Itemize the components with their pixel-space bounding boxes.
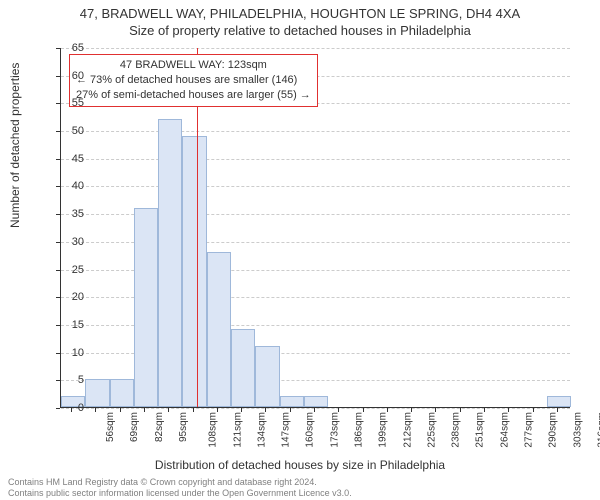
y-tick-mark (56, 270, 60, 271)
x-tick-label: 225sqm (427, 412, 438, 448)
y-tick-mark (56, 48, 60, 49)
x-tick-label: 173sqm (329, 412, 340, 448)
x-tick-label: 56sqm (105, 412, 116, 442)
grid-line (61, 186, 570, 187)
x-tick-label: 251sqm (475, 412, 486, 448)
y-tick-mark (56, 242, 60, 243)
y-tick-mark (56, 159, 60, 160)
annotation-line: 27% of semi-detached houses are larger (… (76, 88, 311, 103)
x-tick-mark (411, 408, 412, 412)
x-tick-label: 147sqm (281, 412, 292, 448)
x-tick-label: 316sqm (597, 412, 600, 448)
y-tick-label: 45 (56, 153, 84, 165)
y-tick-label: 15 (56, 319, 84, 331)
y-tick-mark (56, 186, 60, 187)
histogram-bar (547, 396, 571, 407)
x-axis-title: Distribution of detached houses by size … (0, 458, 600, 472)
x-tick-label: 290sqm (548, 412, 559, 448)
footer-attribution: Contains HM Land Registry data © Crown c… (8, 477, 352, 498)
x-tick-label: 160sqm (305, 412, 316, 448)
x-tick-mark (314, 408, 315, 412)
histogram-plot: 47 BRADWELL WAY: 123sqm← 73% of detached… (60, 48, 570, 408)
x-tick-mark (508, 408, 509, 412)
y-tick-label: 20 (56, 291, 84, 303)
y-tick-label: 65 (56, 42, 84, 54)
x-tick-label: 212sqm (402, 412, 413, 448)
histogram-bar (207, 252, 231, 407)
y-tick-label: 35 (56, 208, 84, 220)
x-tick-mark (338, 408, 339, 412)
x-tick-mark (217, 408, 218, 412)
x-tick-mark (265, 408, 266, 412)
x-tick-mark (241, 408, 242, 412)
y-tick-mark (56, 297, 60, 298)
x-tick-mark (435, 408, 436, 412)
y-tick-label: 40 (56, 180, 84, 192)
y-tick-label: 55 (56, 97, 84, 109)
x-tick-label: 134sqm (257, 412, 268, 448)
y-tick-label: 30 (56, 236, 84, 248)
x-tick-label: 95sqm (178, 412, 189, 442)
histogram-bar (255, 346, 279, 407)
histogram-bar (110, 379, 134, 407)
footer-line-1: Contains HM Land Registry data © Crown c… (8, 477, 352, 487)
histogram-bar (134, 208, 158, 407)
x-tick-mark (363, 408, 364, 412)
x-tick-label: 277sqm (524, 412, 535, 448)
histogram-bar (280, 396, 304, 407)
grid-line (61, 48, 570, 49)
x-tick-label: 264sqm (499, 412, 510, 448)
x-tick-mark (460, 408, 461, 412)
title-main: 47, BRADWELL WAY, PHILADELPHIA, HOUGHTON… (0, 6, 600, 21)
grid-line (61, 408, 570, 409)
histogram-bar (231, 329, 255, 407)
x-tick-mark (144, 408, 145, 412)
y-tick-label: 50 (56, 125, 84, 137)
x-tick-label: 121sqm (232, 412, 243, 448)
histogram-bar (85, 379, 109, 407)
y-tick-mark (56, 214, 60, 215)
y-tick-label: 0 (56, 402, 84, 414)
footer-line-2: Contains public sector information licen… (8, 488, 352, 498)
annotation-line: ← 73% of detached houses are smaller (14… (76, 73, 311, 88)
histogram-bar (182, 136, 206, 407)
x-tick-label: 69sqm (130, 412, 141, 442)
y-tick-mark (56, 408, 60, 409)
title-sub: Size of property relative to detached ho… (0, 23, 600, 38)
x-tick-label: 303sqm (572, 412, 583, 448)
x-tick-mark (533, 408, 534, 412)
y-tick-mark (56, 353, 60, 354)
x-tick-mark (387, 408, 388, 412)
y-axis-title: Number of detached properties (8, 63, 22, 228)
x-tick-mark (193, 408, 194, 412)
grid-line (61, 131, 570, 132)
x-tick-mark (290, 408, 291, 412)
x-tick-label: 199sqm (378, 412, 389, 448)
x-tick-label: 82sqm (154, 412, 165, 442)
x-tick-mark (484, 408, 485, 412)
chart-titles: 47, BRADWELL WAY, PHILADELPHIA, HOUGHTON… (0, 0, 600, 38)
x-tick-label: 186sqm (354, 412, 365, 448)
y-tick-label: 10 (56, 347, 84, 359)
y-tick-mark (56, 76, 60, 77)
y-tick-mark (56, 325, 60, 326)
x-tick-mark (71, 408, 72, 412)
grid-line (61, 159, 570, 160)
x-tick-label: 238sqm (451, 412, 462, 448)
histogram-bar (304, 396, 328, 407)
x-tick-mark (557, 408, 558, 412)
y-tick-label: 25 (56, 264, 84, 276)
x-tick-mark (95, 408, 96, 412)
annotation-box: 47 BRADWELL WAY: 123sqm← 73% of detached… (69, 54, 318, 107)
x-tick-mark (168, 408, 169, 412)
annotation-line: 47 BRADWELL WAY: 123sqm (76, 58, 311, 73)
y-tick-mark (56, 103, 60, 104)
histogram-bar (158, 119, 182, 407)
x-tick-label: 108sqm (208, 412, 219, 448)
y-tick-label: 60 (56, 70, 84, 82)
x-tick-mark (120, 408, 121, 412)
y-tick-mark (56, 131, 60, 132)
y-tick-mark (56, 380, 60, 381)
y-tick-label: 5 (56, 374, 84, 386)
